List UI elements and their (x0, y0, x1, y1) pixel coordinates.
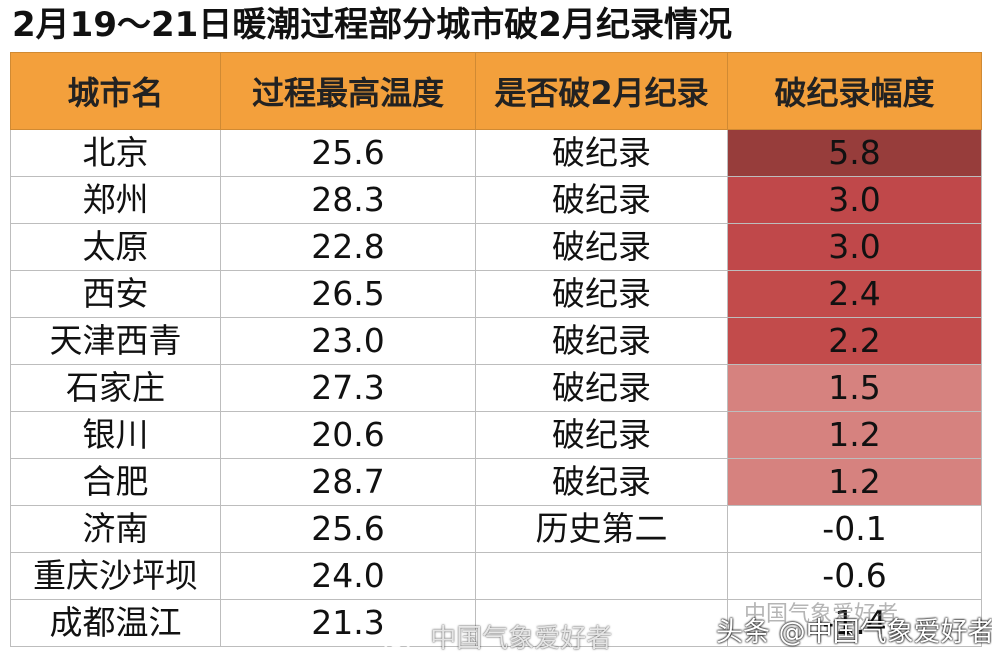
table-row: 石家庄 27.3 破纪录 1.5 (10, 364, 982, 412)
cell-margin: 3.0 (727, 176, 982, 224)
record-table: 城市名 过程最高温度 是否破2月纪录 破纪录幅度 北京 25.6 破纪录 5.8… (10, 52, 982, 647)
cell-city: 北京 (10, 129, 221, 177)
header-margin: 破纪录幅度 (727, 52, 982, 130)
cell-margin: 3.0 (727, 223, 982, 271)
cell-city: 石家庄 (10, 364, 221, 412)
watermark-toutiao-text: 头条 @中国气象爱好者 (716, 617, 992, 648)
cell-max-temp: 28.7 (220, 458, 476, 506)
table-row: 太原 22.8 破纪录 3.0 (10, 223, 982, 271)
table-row: 郑州 28.3 破纪录 3.0 (10, 176, 982, 224)
cell-max-temp: 20.6 (220, 411, 476, 459)
cell-margin: 1.5 (727, 364, 982, 412)
table-body: 北京 25.6 破纪录 5.8 郑州 28.3 破纪录 3.0 太原 22.8 … (10, 129, 982, 647)
cell-margin: -1.4 (727, 599, 982, 647)
cell-max-temp: 21.3 (220, 599, 476, 647)
cell-max-temp: 26.5 (220, 270, 476, 318)
watermark-ghost: 中国气象爱好者 (744, 596, 898, 628)
cell-margin: -0.1 (727, 505, 982, 553)
cell-city: 济南 (10, 505, 221, 553)
table-row: 成都温江 21.3 -1.4 (10, 599, 982, 647)
cell-record (475, 552, 728, 600)
watermark-weibo: 中国气象爱好者 (382, 618, 612, 655)
cell-city: 太原 (10, 223, 221, 271)
table-row: 济南 25.6 历史第二 -0.1 (10, 505, 982, 553)
cell-margin: 5.8 (727, 129, 982, 177)
cell-max-temp: 24.0 (220, 552, 476, 600)
cell-max-temp: 25.6 (220, 505, 476, 553)
watermark-toutiao: 头条 @中国气象爱好者 (716, 610, 992, 649)
header-record: 是否破2月纪录 (475, 52, 728, 130)
cell-record: 破纪录 (475, 458, 728, 506)
table-row: 银川 20.6 破纪录 1.2 (10, 411, 982, 459)
header-max-temp: 过程最高温度 (220, 52, 476, 130)
watermark-ghost-text: 中国气象爱好者 (744, 602, 899, 627)
cell-city: 天津西青 (10, 317, 221, 365)
weibo-logo-icon (383, 628, 414, 652)
table-row: 合肥 28.7 破纪录 1.2 (10, 458, 982, 506)
cell-record: 历史第二 (475, 505, 728, 553)
cell-record: 破纪录 (475, 364, 728, 412)
cell-record: 破纪录 (475, 176, 728, 224)
cell-record: 破纪录 (475, 129, 728, 177)
table-row: 北京 25.6 破纪录 5.8 (10, 129, 982, 177)
cell-max-temp: 27.3 (220, 364, 476, 412)
cell-max-temp: 23.0 (220, 317, 476, 365)
cell-city: 西安 (10, 270, 221, 318)
cell-max-temp: 25.6 (220, 129, 476, 177)
cell-city: 成都温江 (10, 599, 221, 647)
table-title: 2月19～21日暖潮过程部分城市破2月纪录情况 (12, 5, 732, 45)
cell-record (475, 599, 728, 647)
cell-city: 郑州 (10, 176, 221, 224)
cell-record: 破纪录 (475, 223, 728, 271)
cell-city: 合肥 (10, 458, 221, 506)
watermark-weibo-text: 中国气象爱好者 (430, 624, 613, 654)
cell-margin: -0.6 (727, 552, 982, 600)
cell-record: 破纪录 (475, 270, 728, 318)
cell-city: 重庆沙坪坝 (10, 552, 221, 600)
table-row: 天津西青 23.0 破纪录 2.2 (10, 317, 982, 365)
cell-margin: 1.2 (727, 411, 982, 459)
cell-margin: 2.4 (727, 270, 982, 318)
cell-margin: 1.2 (727, 458, 982, 506)
header-city: 城市名 (10, 52, 221, 130)
cell-city: 银川 (10, 411, 221, 459)
header-row: 城市名 过程最高温度 是否破2月纪录 破纪录幅度 (10, 52, 982, 130)
table-row: 重庆沙坪坝 24.0 -0.6 (10, 552, 982, 600)
cell-max-temp: 22.8 (220, 223, 476, 271)
cell-record: 破纪录 (475, 317, 728, 365)
cell-max-temp: 28.3 (220, 176, 476, 224)
table-row: 西安 26.5 破纪录 2.4 (10, 270, 982, 318)
cell-record: 破纪录 (475, 411, 728, 459)
cell-margin: 2.2 (727, 317, 982, 365)
